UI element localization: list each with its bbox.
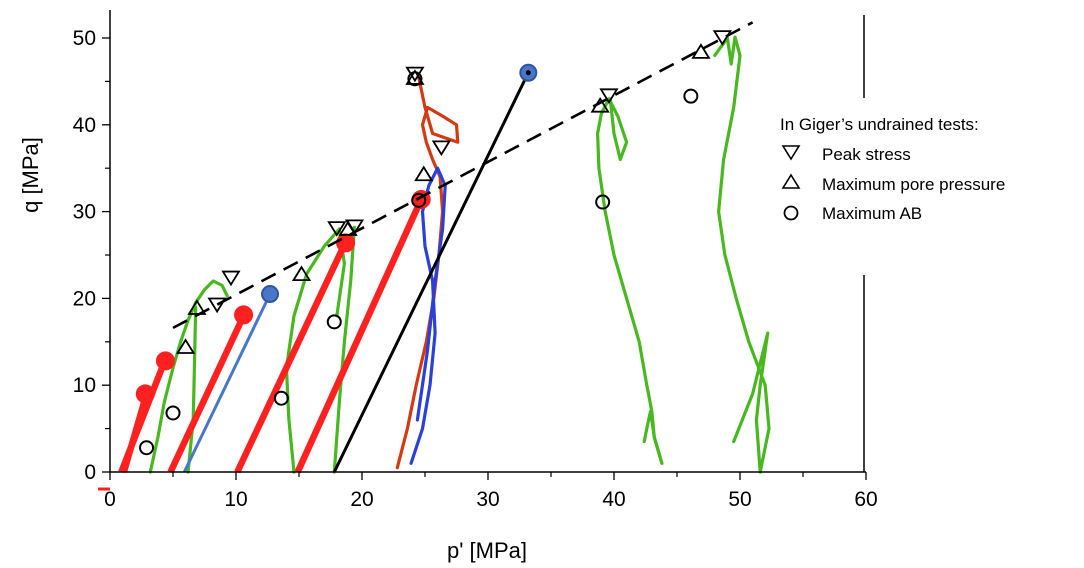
max-ab-marker (595, 194, 611, 210)
max-ab-marker (683, 88, 699, 104)
failure-envelope-line (172, 21, 754, 330)
stress-path-line (120, 392, 150, 473)
ticks: 0 10 20 30 40 50 60 0 10 20 30 40 50 (73, 27, 878, 511)
x-tick-label: 20 (350, 488, 373, 511)
y-tick-label: 30 (73, 201, 96, 224)
legend-max-ab: Maximum AB (783, 204, 922, 223)
y-tick-label: 20 (73, 287, 96, 310)
max-ab-marker (273, 390, 289, 406)
peak-stress-marker (327, 221, 347, 237)
peak-stress-marker (221, 270, 241, 287)
undrained-path-line (595, 97, 664, 465)
legend-peak-stress-label: Peak stress (822, 145, 911, 164)
x-tick-label: 50 (728, 488, 751, 511)
plot-layer (118, 21, 771, 474)
undrained-path-line (713, 35, 771, 474)
stress-path-line (167, 314, 247, 474)
legend: In Giger’s undrained tests: Peak stress … (780, 115, 1005, 223)
legend-title: In Giger’s undrained tests: (780, 115, 979, 134)
peak-stress-marker (207, 297, 227, 314)
max-ab-marker (326, 314, 342, 330)
stress-path-endpoint (234, 305, 254, 325)
stress-path-endpoint (155, 351, 175, 371)
axes (98, 10, 866, 491)
legend-max-ab-label: Maximum AB (822, 204, 922, 223)
max-pore-pressure-marker (187, 299, 207, 315)
peak-stress-marker (344, 219, 365, 236)
x-tick-label: 10 (224, 488, 247, 511)
max-pore-pressure-marker (291, 265, 312, 281)
max-pore-pressure-marker (590, 96, 610, 113)
stress-path-endpoint (261, 285, 280, 304)
stress-path-line (294, 198, 425, 474)
legend-max-ab-marker (783, 205, 799, 221)
peak-stress-marker (405, 66, 425, 83)
legend-peak-stress: Peak stress (781, 145, 911, 164)
legend-max-pore-pressure-marker (781, 173, 801, 189)
legend-max-pore-pressure-label: Maximum pore pressure (822, 175, 1005, 194)
undrained-path-line (642, 409, 664, 465)
y-tick-label: 40 (73, 114, 96, 137)
undrained-path-line (148, 279, 229, 474)
y-axis-title: q [MPa] (18, 137, 43, 213)
max-pore-pressure-marker (405, 69, 425, 85)
undrained-path-line (186, 305, 198, 474)
undrained-path-line (395, 75, 460, 470)
max-ab-marker (165, 405, 181, 421)
stress-path-endpoint (135, 384, 155, 404)
stress-path-line (182, 293, 272, 473)
x-tick-label: 40 (602, 488, 625, 511)
x-tick-label: 30 (476, 488, 499, 511)
undrained-path-line (332, 225, 356, 474)
undrained-path-line (732, 331, 770, 474)
legend-peak-stress-marker (781, 145, 801, 161)
max-ab-marker (411, 192, 427, 208)
legend-max-pore-pressure: Maximum pore pressure (781, 173, 1005, 194)
stress-path-line (234, 240, 349, 474)
stress-path-endpoint (336, 233, 356, 253)
x-tick-label: 0 (104, 488, 116, 511)
y-tick-label: 10 (73, 374, 96, 397)
y-tick-label: 0 (84, 461, 96, 484)
peak-stress-marker (599, 88, 619, 105)
stress-path-endpoint-dot (525, 70, 531, 76)
stress-path-line (332, 72, 530, 473)
y-tick-label: 50 (73, 27, 96, 50)
max-ab-marker (139, 440, 155, 456)
max-pore-pressure-marker (175, 338, 196, 354)
peak-stress-marker (431, 140, 451, 157)
peak-stress-marker (712, 30, 732, 46)
max-pore-pressure-marker (691, 43, 711, 59)
x-axis-title: p' [MPa] (447, 538, 527, 563)
max-pore-pressure-marker (414, 165, 434, 182)
x-tick-label: 60 (854, 488, 877, 511)
